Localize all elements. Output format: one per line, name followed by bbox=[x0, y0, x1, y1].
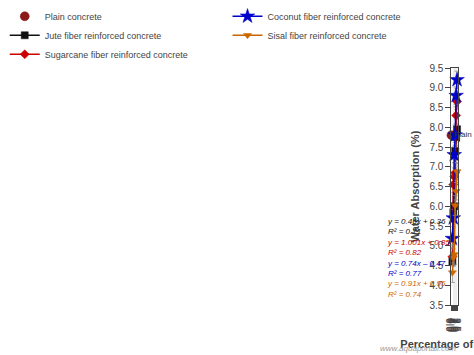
svg-text:8.5: 8.5 bbox=[430, 102, 444, 113]
svg-text:5.5: 5.5 bbox=[430, 221, 444, 232]
svg-text:Sugarcane fiber reinforced con: Sugarcane fiber reinforced concrete bbox=[45, 50, 188, 60]
svg-text:1.0: 1.0 bbox=[446, 318, 457, 332]
svg-text:0.5: 0.5 bbox=[445, 318, 456, 332]
svg-text:Coconut fiber reinforced concr: Coconut fiber reinforced concrete bbox=[268, 12, 401, 22]
svg-text:y = 0.46x + 0.36R² = 0.71y = 1: y = 0.46x + 0.36R² = 0.71y = 1.001x + 0.… bbox=[387, 217, 450, 299]
svg-text:0.0: 0.0 bbox=[444, 318, 455, 332]
svg-text:2.0: 2.0 bbox=[448, 318, 459, 332]
svg-text:Jute fiber reinforced concrete: Jute fiber reinforced concrete bbox=[45, 31, 162, 41]
svg-text:Sisal fiber reinforced concret: Sisal fiber reinforced concrete bbox=[268, 31, 387, 41]
svg-text:9.0: 9.0 bbox=[430, 82, 444, 93]
svg-text:6.0: 6.0 bbox=[430, 201, 444, 212]
svg-text:1.5: 1.5 bbox=[447, 318, 458, 332]
svg-text:2.5: 2.5 bbox=[449, 318, 460, 332]
svg-text:7.5: 7.5 bbox=[430, 142, 444, 153]
svg-text:Percentage of Fibers: Percentage of Fibers bbox=[400, 338, 474, 350]
svg-text:Water Absorption (%): Water Absorption (%) bbox=[409, 130, 421, 242]
svg-text:9.5: 9.5 bbox=[430, 63, 444, 74]
svg-text:6.5: 6.5 bbox=[430, 181, 444, 192]
svg-text:3.5: 3.5 bbox=[430, 300, 444, 311]
svg-text:8.0: 8.0 bbox=[430, 122, 444, 133]
svg-text:4.5: 4.5 bbox=[430, 260, 444, 271]
svg-text:4.0: 4.0 bbox=[430, 280, 444, 291]
svg-text:5.0: 5.0 bbox=[430, 240, 444, 251]
svg-text:3.5: 3.5 bbox=[451, 318, 462, 332]
svg-text:7.0: 7.0 bbox=[430, 161, 444, 172]
svg-text:Plain concrete: Plain concrete bbox=[454, 130, 474, 139]
svg-text:3.0: 3.0 bbox=[450, 318, 461, 332]
svg-text:Plain concrete: Plain concrete bbox=[45, 12, 102, 22]
svg-text:www.aquaportail.com: www.aquaportail.com bbox=[380, 344, 456, 353]
